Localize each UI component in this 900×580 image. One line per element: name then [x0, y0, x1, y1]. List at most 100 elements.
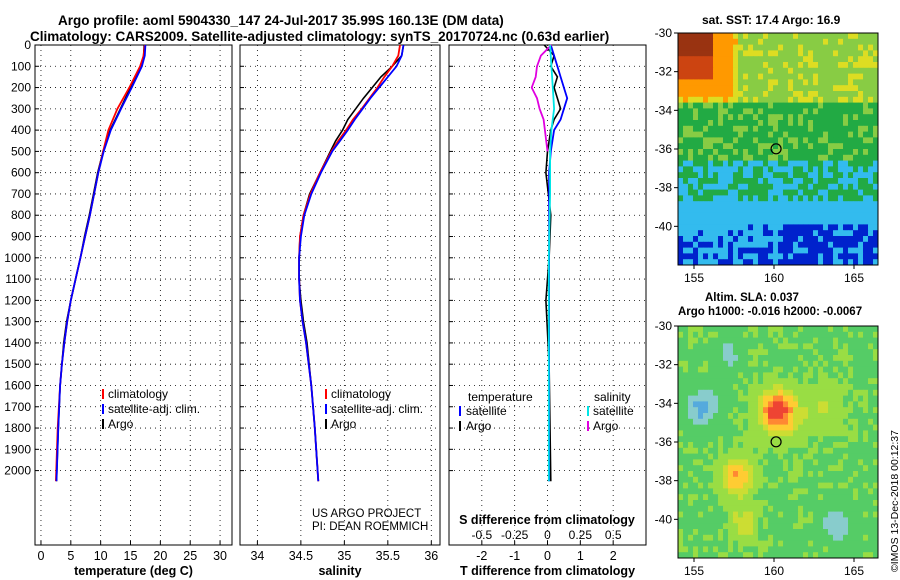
map-cell	[873, 91, 879, 98]
map-cell	[833, 430, 839, 437]
map-cell	[813, 102, 819, 109]
map-cell	[763, 241, 769, 248]
map-cell	[833, 552, 839, 559]
map-cell	[858, 160, 864, 167]
map-cell	[788, 62, 794, 69]
map-cell	[873, 212, 879, 219]
map-cell	[683, 459, 689, 466]
map-cell	[748, 125, 754, 132]
map-cell	[748, 384, 754, 391]
map-cell	[743, 326, 749, 333]
map-cell	[718, 108, 724, 115]
map-cell	[693, 183, 699, 190]
map-cell	[753, 149, 759, 156]
map-cell	[763, 413, 769, 420]
map-cell	[743, 236, 749, 243]
map-cell	[798, 131, 804, 138]
map-cell	[788, 447, 794, 454]
map-cell	[808, 366, 814, 373]
map-cell	[873, 326, 879, 333]
map-cell	[793, 230, 799, 237]
map-cell	[863, 224, 869, 231]
map-cell	[843, 546, 849, 553]
map-cell	[728, 343, 734, 350]
map-cell	[703, 253, 709, 260]
map-cell	[753, 120, 759, 127]
map-cell	[748, 372, 754, 379]
map-cell	[753, 56, 759, 63]
map-cell	[848, 154, 854, 161]
map-cell	[818, 355, 824, 362]
map-cell	[793, 488, 799, 495]
map-cell	[798, 79, 804, 86]
map-cell	[743, 178, 749, 185]
map-cell	[758, 189, 764, 196]
map-cell	[818, 50, 824, 57]
map-cell	[833, 465, 839, 472]
map-cell	[783, 207, 789, 214]
map-cell	[683, 500, 689, 507]
map-cell	[728, 511, 734, 518]
map-cell	[733, 505, 739, 512]
map-cell	[683, 131, 689, 138]
map-cell	[678, 326, 684, 333]
map-cell	[708, 389, 714, 396]
map-cell	[793, 131, 799, 138]
map-cell	[708, 189, 714, 196]
map-cell	[683, 395, 689, 402]
y-tick-label: 1200	[4, 293, 31, 307]
map-cell	[698, 355, 704, 362]
x-axis-label: salinity	[318, 564, 361, 578]
map-cell	[743, 224, 749, 231]
map-cell	[818, 418, 824, 425]
map-cell	[783, 62, 789, 69]
map-cell	[823, 183, 829, 190]
map-cell	[758, 447, 764, 454]
map-cell	[743, 125, 749, 132]
map-cell	[748, 505, 754, 512]
map-cell	[688, 149, 694, 156]
map-cell	[788, 523, 794, 530]
map-cell	[863, 33, 869, 40]
map-cell	[863, 85, 869, 92]
map-cell	[823, 189, 829, 196]
map-cell	[693, 108, 699, 115]
map-cell	[733, 511, 739, 518]
map-cell	[768, 166, 774, 173]
map-cell	[818, 395, 824, 402]
map-cell	[768, 230, 774, 237]
map-cell	[708, 172, 714, 179]
map-cell	[828, 85, 834, 92]
map-cell	[743, 137, 749, 144]
map-cell	[788, 253, 794, 260]
map-cell	[873, 189, 879, 196]
map-cell	[703, 511, 709, 518]
map-cell	[698, 207, 704, 214]
map-cell	[768, 96, 774, 103]
map-cell	[798, 230, 804, 237]
map-cell	[813, 331, 819, 338]
map-cell	[823, 62, 829, 69]
map-cell	[768, 534, 774, 541]
map-cell	[693, 413, 699, 420]
map-cell	[868, 471, 874, 478]
map-cell	[793, 50, 799, 57]
map-cell	[858, 488, 864, 495]
map-cell	[708, 56, 714, 63]
map-cell	[853, 337, 859, 344]
map-cell	[743, 366, 749, 373]
map-cell	[718, 143, 724, 150]
map-cell	[798, 453, 804, 460]
map-cell	[873, 511, 879, 518]
map-cell	[863, 494, 869, 501]
map-cell	[748, 430, 754, 437]
map-cell	[868, 67, 874, 74]
map-cell	[788, 120, 794, 127]
map-cell	[703, 247, 709, 254]
map-cell	[818, 413, 824, 420]
panel-frame	[239, 44, 441, 546]
map-cell	[788, 131, 794, 138]
map-cell	[743, 183, 749, 190]
map-cell	[823, 389, 829, 396]
map-cell	[778, 511, 784, 518]
